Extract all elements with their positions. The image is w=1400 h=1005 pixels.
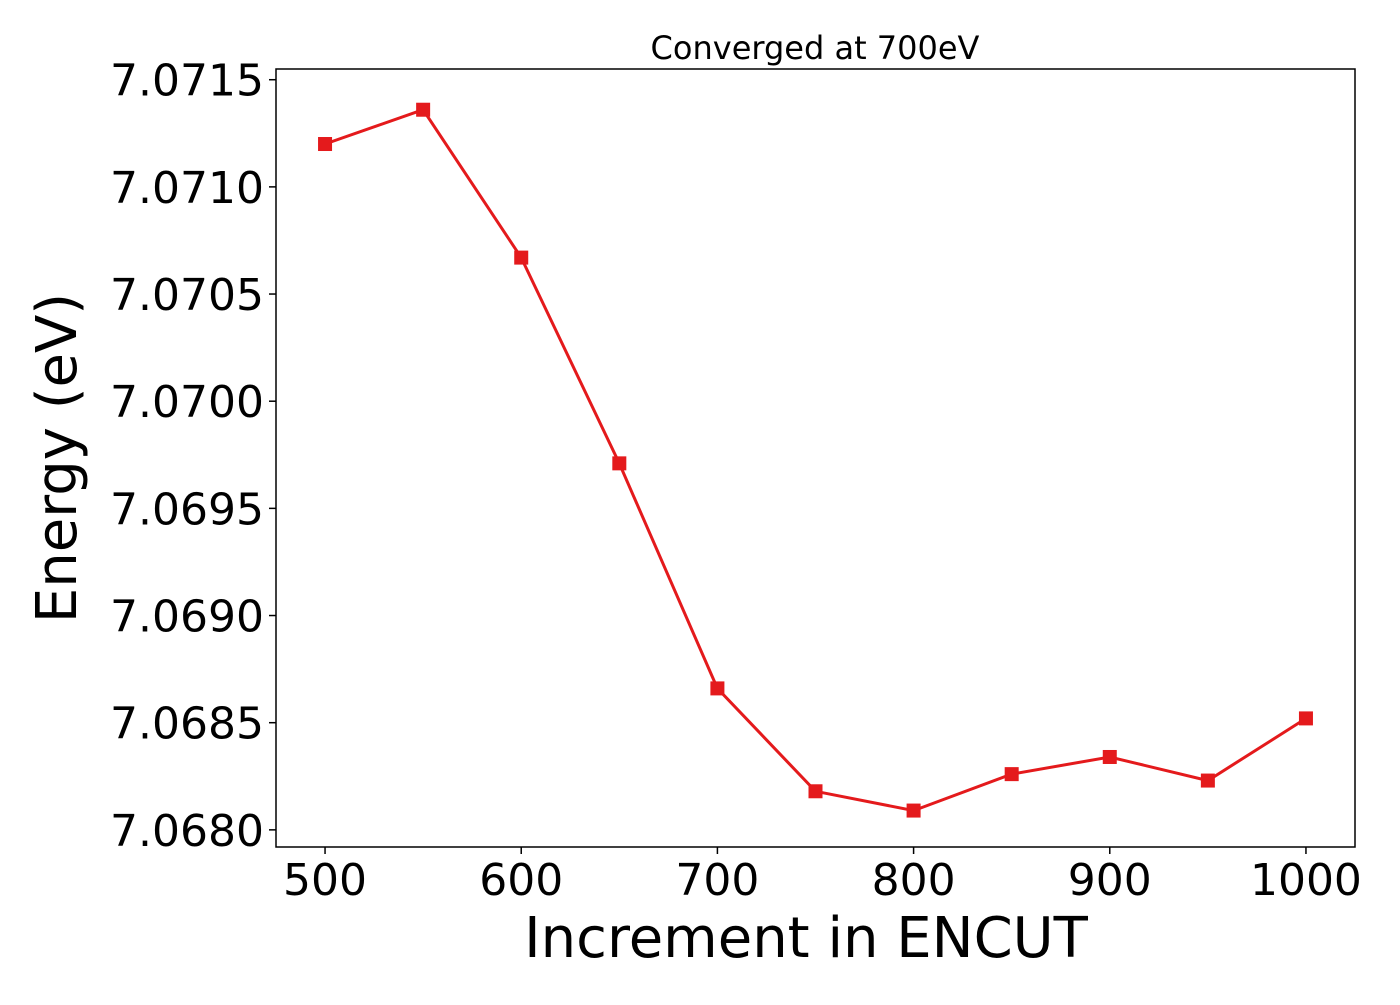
plot-area bbox=[275, 68, 1356, 848]
data-point bbox=[1004, 767, 1019, 782]
series-line bbox=[324, 107, 1307, 813]
data-point bbox=[416, 102, 431, 117]
y-tick-label: 7.0710 bbox=[110, 163, 264, 214]
y-tick-label: 7.0695 bbox=[110, 484, 264, 535]
data-point bbox=[710, 681, 725, 696]
y-tick-label: 7.0700 bbox=[110, 377, 264, 428]
data-point bbox=[1298, 711, 1313, 726]
data-point bbox=[1200, 773, 1215, 788]
x-tick-label: 500 bbox=[283, 855, 367, 906]
data-point bbox=[808, 784, 823, 799]
y-tick-label: 7.0705 bbox=[110, 270, 264, 321]
x-tick-label: 600 bbox=[479, 855, 563, 906]
series-layer bbox=[318, 102, 1313, 818]
y-tick-label: 7.0690 bbox=[110, 592, 264, 643]
y-tick-label: 7.0680 bbox=[110, 806, 264, 857]
data-point bbox=[1102, 749, 1117, 764]
x-tick-label: 700 bbox=[675, 855, 759, 906]
y-tick-label: 7.0715 bbox=[110, 56, 264, 107]
data-point bbox=[612, 456, 627, 471]
x-tick-label: 900 bbox=[1068, 855, 1152, 906]
x-tick-label: 1000 bbox=[1250, 855, 1362, 906]
x-axis: 500 600 700 800 900 1000 bbox=[283, 847, 1362, 906]
data-point bbox=[318, 137, 333, 152]
y-axis: 7.0680 7.0685 7.0690 7.0695 7.0700 7.0705 7.07… bbox=[110, 56, 276, 857]
x-tick-label: 800 bbox=[872, 855, 956, 906]
data-point bbox=[514, 250, 529, 265]
y-tick-label: 7.0685 bbox=[110, 699, 264, 750]
data-point bbox=[906, 803, 921, 818]
y-axis-label: Energy (eV) bbox=[25, 293, 90, 623]
x-axis-label: Increment in ENCUT bbox=[524, 906, 1089, 971]
chart-title: Converged at 700eV bbox=[651, 29, 980, 67]
